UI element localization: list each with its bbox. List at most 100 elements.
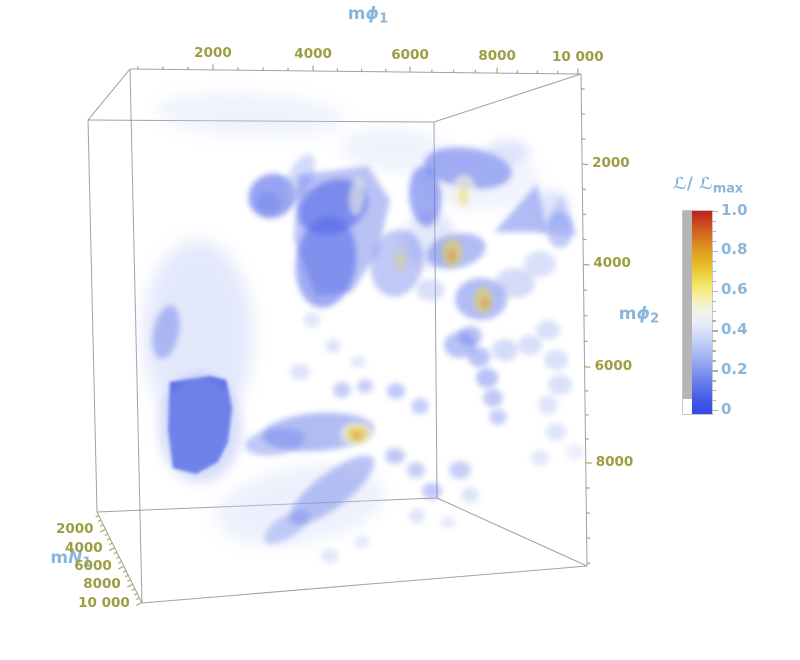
x-axis-tick-label: 2000 (194, 44, 232, 61)
colorbar-minor-tick (712, 340, 716, 342)
colorbar-gray-strip (683, 211, 692, 414)
colorbar-minor-tick (712, 240, 716, 243)
colorbar-tick-label: 0.8 (721, 240, 748, 259)
colorbar-minor-tick (712, 270, 716, 273)
density-region (290, 364, 310, 380)
density-region (385, 448, 405, 464)
density-region (245, 428, 305, 456)
density-region (340, 127, 450, 173)
colorbar-tick-label: 0.4 (721, 319, 748, 338)
density-region (158, 373, 242, 483)
colorbar-minor-tick (712, 310, 716, 312)
colorbar-tick-mark (712, 211, 718, 213)
colorbar-minor-tick (712, 360, 716, 362)
density-region (483, 389, 503, 407)
density-region (422, 483, 442, 499)
density-region (459, 186, 467, 206)
density-region (256, 192, 280, 214)
density-region (295, 216, 357, 308)
density-region (544, 350, 568, 370)
colorbar-tick-mark (712, 410, 718, 412)
density-region (355, 536, 369, 548)
density-region (494, 184, 548, 232)
colorbar-minor-tick (712, 380, 716, 382)
density-region (476, 368, 498, 388)
z-axis-tick-label: 6000 (594, 357, 633, 374)
density-region (461, 487, 479, 503)
colorbar-tick-mark (712, 250, 718, 253)
x-axis-title: mϕ1 (347, 4, 389, 27)
density-region (407, 462, 425, 478)
density-region (566, 444, 584, 460)
colorbar-minor-tick (712, 280, 716, 283)
density-region (538, 396, 558, 414)
colorbar-tick-mark (712, 370, 718, 372)
density-region (289, 455, 375, 525)
density-regions (143, 92, 584, 563)
z-axis-tick-label: 2000 (592, 155, 630, 172)
z-axis-title: mϕ2 (618, 304, 660, 327)
density-region (548, 375, 572, 395)
y-axis-tick-label: 2000 (55, 521, 94, 538)
colorbar-minor-tick (712, 220, 716, 223)
colorbar-minor-tick (712, 400, 716, 402)
colorbar-minor-tick (712, 300, 716, 302)
colorbar-gray-strip-end (683, 399, 692, 414)
colorbar-minor-tick (712, 390, 716, 392)
density-region (357, 379, 373, 393)
density-region (546, 423, 566, 441)
colorbar (682, 210, 713, 415)
density-region (321, 549, 339, 563)
density-region (325, 339, 341, 353)
colorbar-tick-mark (712, 290, 718, 292)
colorbar-tick-mark (712, 330, 718, 332)
density-region (351, 356, 365, 368)
y-axis-tick-label: 6000 (74, 558, 112, 575)
density-region (547, 212, 573, 248)
density-region (348, 178, 366, 216)
y-axis-title: mN1 (50, 548, 92, 571)
colorbar-minor-tick (712, 350, 716, 352)
density-region (353, 432, 361, 440)
colorbar-tick-label: 0.2 (721, 359, 748, 378)
axis-tick-marks (95, 64, 592, 606)
density-region (468, 347, 490, 367)
colorbar-tick-label: 1.0 (721, 200, 748, 219)
x-axis-tick-label: 4000 (294, 46, 332, 63)
y-axis-tick-label: 4000 (65, 539, 103, 556)
colorbar-minor-tick (712, 320, 716, 322)
x-axis-tick-label: 10 000 (551, 48, 604, 65)
density-region (303, 313, 321, 327)
density-region (394, 250, 406, 270)
density-region (481, 298, 489, 308)
density-region (449, 461, 471, 479)
density-region (531, 450, 549, 466)
density-region (411, 398, 429, 414)
legend-title: ℒ/ ℒmax (672, 174, 744, 197)
density-region (518, 335, 542, 355)
colorbar-tick-label: 0 (721, 399, 732, 418)
density-region (155, 92, 345, 138)
density-region (492, 339, 518, 361)
density-region (441, 516, 455, 528)
density-region (409, 509, 425, 523)
y-axis-tick-label: 10 000 (78, 594, 130, 611)
density-region (264, 510, 310, 544)
colorbar-minor-tick (712, 230, 716, 233)
density-region (152, 305, 180, 359)
density-region (448, 250, 456, 262)
z-axis-tick-label: 4000 (593, 255, 631, 272)
density-region (333, 382, 351, 398)
y-axis-tick-label: 8000 (83, 576, 121, 593)
density-region (387, 383, 405, 399)
colorbar-minor-tick (712, 260, 716, 263)
density-region (416, 279, 444, 301)
colorbar-tick-label: 0.6 (721, 280, 748, 299)
density-region (444, 332, 476, 358)
density-region (524, 251, 556, 277)
x-axis-tick-label: 6000 (391, 47, 429, 64)
density-region (408, 166, 442, 226)
density-region (489, 409, 507, 425)
